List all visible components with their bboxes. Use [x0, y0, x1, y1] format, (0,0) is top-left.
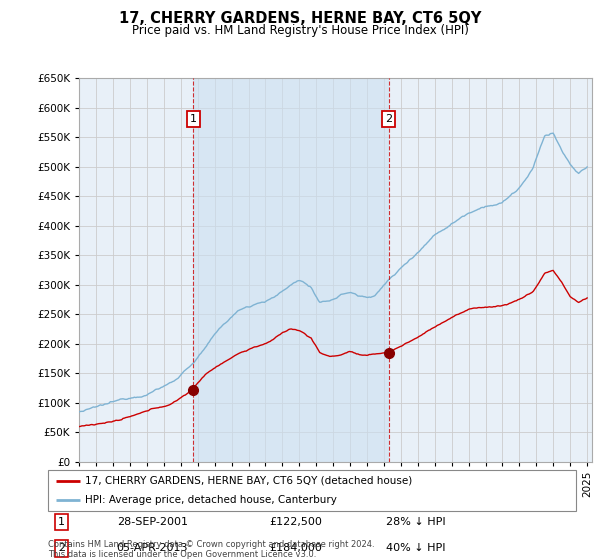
- Text: 2: 2: [58, 543, 65, 553]
- Text: 05-APR-2013: 05-APR-2013: [116, 543, 188, 553]
- Text: 1: 1: [58, 517, 65, 527]
- FancyBboxPatch shape: [48, 470, 576, 511]
- Text: £122,500: £122,500: [270, 517, 323, 527]
- Text: Price paid vs. HM Land Registry's House Price Index (HPI): Price paid vs. HM Land Registry's House …: [131, 24, 469, 36]
- Text: 28-SEP-2001: 28-SEP-2001: [116, 517, 188, 527]
- Text: 17, CHERRY GARDENS, HERNE BAY, CT6 5QY (detached house): 17, CHERRY GARDENS, HERNE BAY, CT6 5QY (…: [85, 476, 412, 486]
- Text: Contains HM Land Registry data © Crown copyright and database right 2024.
This d: Contains HM Land Registry data © Crown c…: [48, 540, 374, 559]
- Text: 1: 1: [190, 114, 197, 124]
- Text: 28% ↓ HPI: 28% ↓ HPI: [386, 517, 446, 527]
- Bar: [193, 78, 389, 462]
- Text: 2: 2: [385, 114, 392, 124]
- Text: 40% ↓ HPI: 40% ↓ HPI: [386, 543, 445, 553]
- Text: 17, CHERRY GARDENS, HERNE BAY, CT6 5QY: 17, CHERRY GARDENS, HERNE BAY, CT6 5QY: [119, 11, 481, 26]
- Text: HPI: Average price, detached house, Canterbury: HPI: Average price, detached house, Cant…: [85, 495, 337, 505]
- Text: £184,000: £184,000: [270, 543, 323, 553]
